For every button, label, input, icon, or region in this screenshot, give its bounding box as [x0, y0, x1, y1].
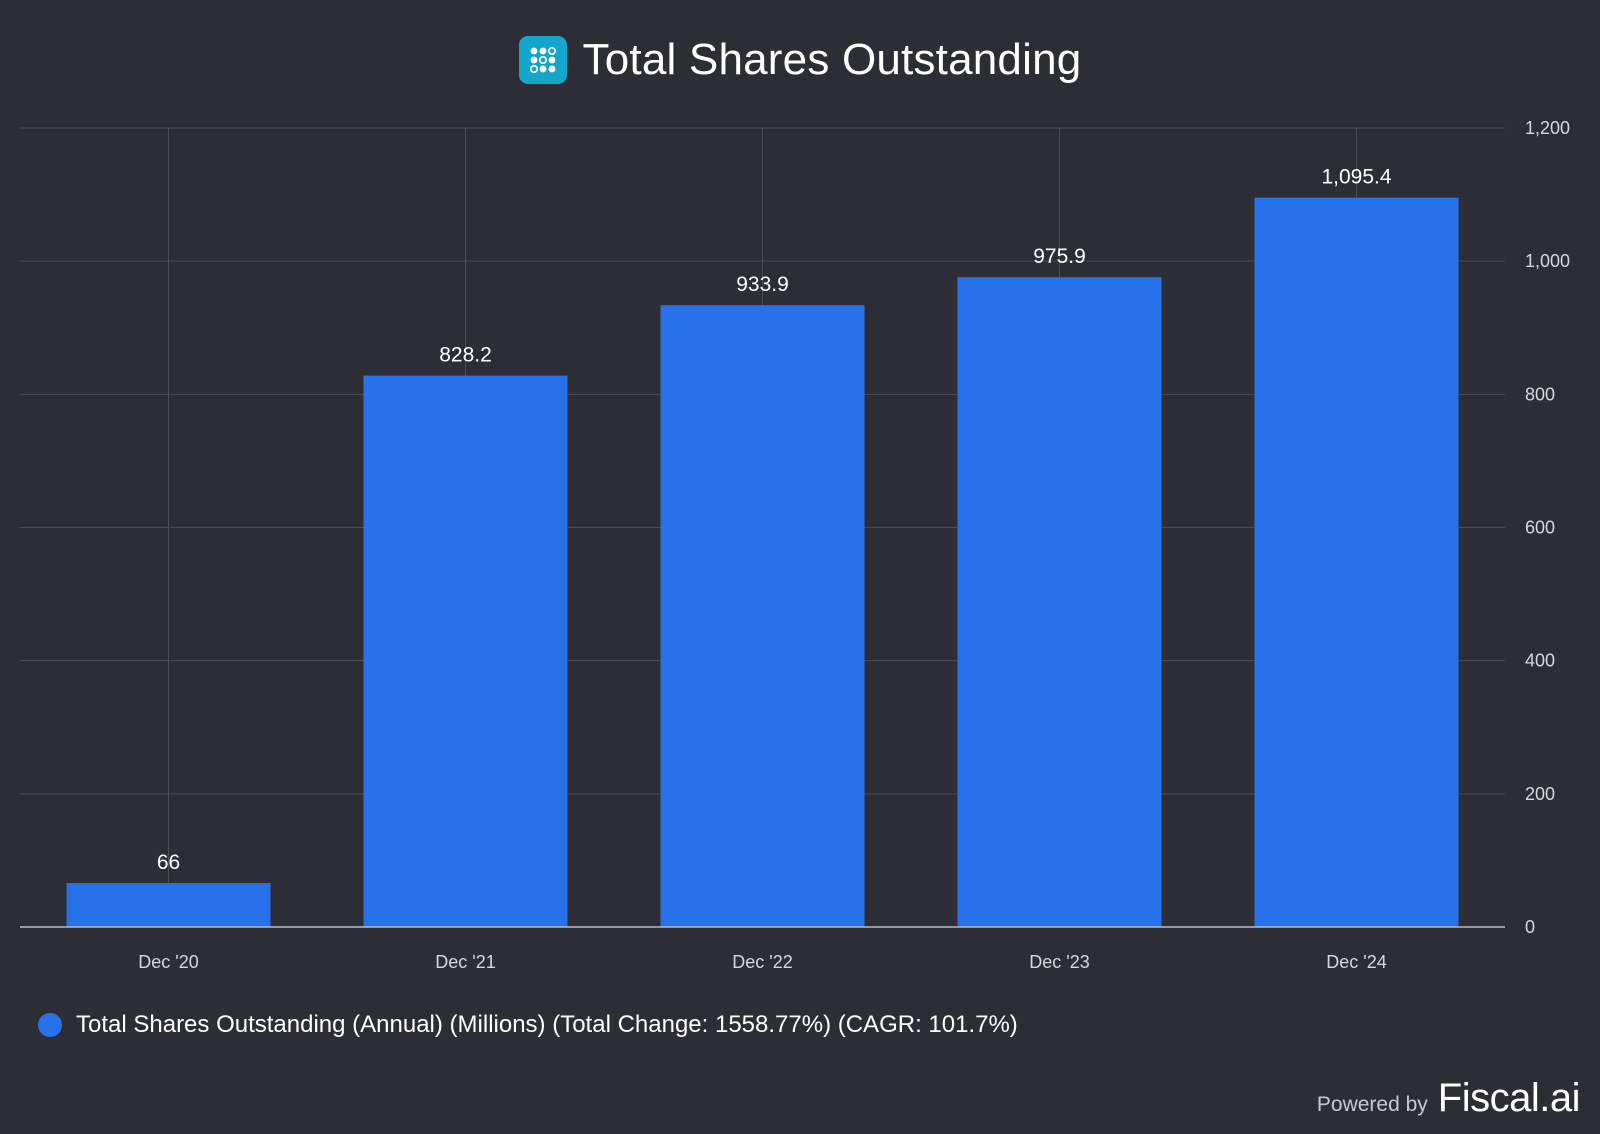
bar: [660, 305, 865, 928]
x-tick-label: Dec '20: [138, 952, 198, 972]
x-tick-label: Dec '21: [435, 952, 495, 972]
y-tick-label: 600: [1525, 518, 1555, 538]
powered-by-text: Powered by: [1316, 1093, 1428, 1116]
x-tick-label: Dec '23: [1029, 952, 1089, 972]
bar: [66, 883, 271, 927]
chart-title: Total Shares Outstanding: [582, 35, 1082, 84]
y-tick-label: 1,000: [1525, 251, 1570, 271]
data-label: 933.9: [736, 273, 789, 296]
legend-swatch: [38, 1013, 62, 1037]
powered-by-footer: Powered by Fiscal.ai: [1316, 1076, 1581, 1126]
bar: [1254, 197, 1459, 927]
brand-logo: Fiscal.ai: [1437, 1076, 1581, 1120]
y-tick-label: 200: [1525, 784, 1555, 804]
x-tick-label: Dec '24: [1326, 952, 1386, 972]
data-label: 66: [157, 851, 180, 874]
data-label: 828.2: [439, 344, 492, 367]
legend[interactable]: Total Shares Outstanding (Annual) (Milli…: [38, 1010, 1018, 1040]
data-label: 1,095.4: [1321, 166, 1391, 189]
x-tick-label: Dec '22: [732, 952, 792, 972]
y-tick-label: 400: [1525, 651, 1555, 671]
dots-grid-icon: [518, 36, 567, 84]
bar: [957, 277, 1162, 927]
bar-chart: 0 200 400 600 800 1,000 1,200 66 Dec '20 828.2 Dec…: [20, 118, 1570, 972]
y-tick-label: 0: [1525, 917, 1535, 937]
bar: [363, 375, 568, 927]
y-tick-label: 1,200: [1525, 118, 1570, 138]
y-tick-label: 800: [1525, 384, 1555, 404]
chart-header: Total Shares Outstanding: [0, 30, 1600, 90]
data-label: 975.9: [1033, 245, 1086, 268]
legend-label: Total Shares Outstanding (Annual) (Milli…: [76, 1011, 1018, 1038]
